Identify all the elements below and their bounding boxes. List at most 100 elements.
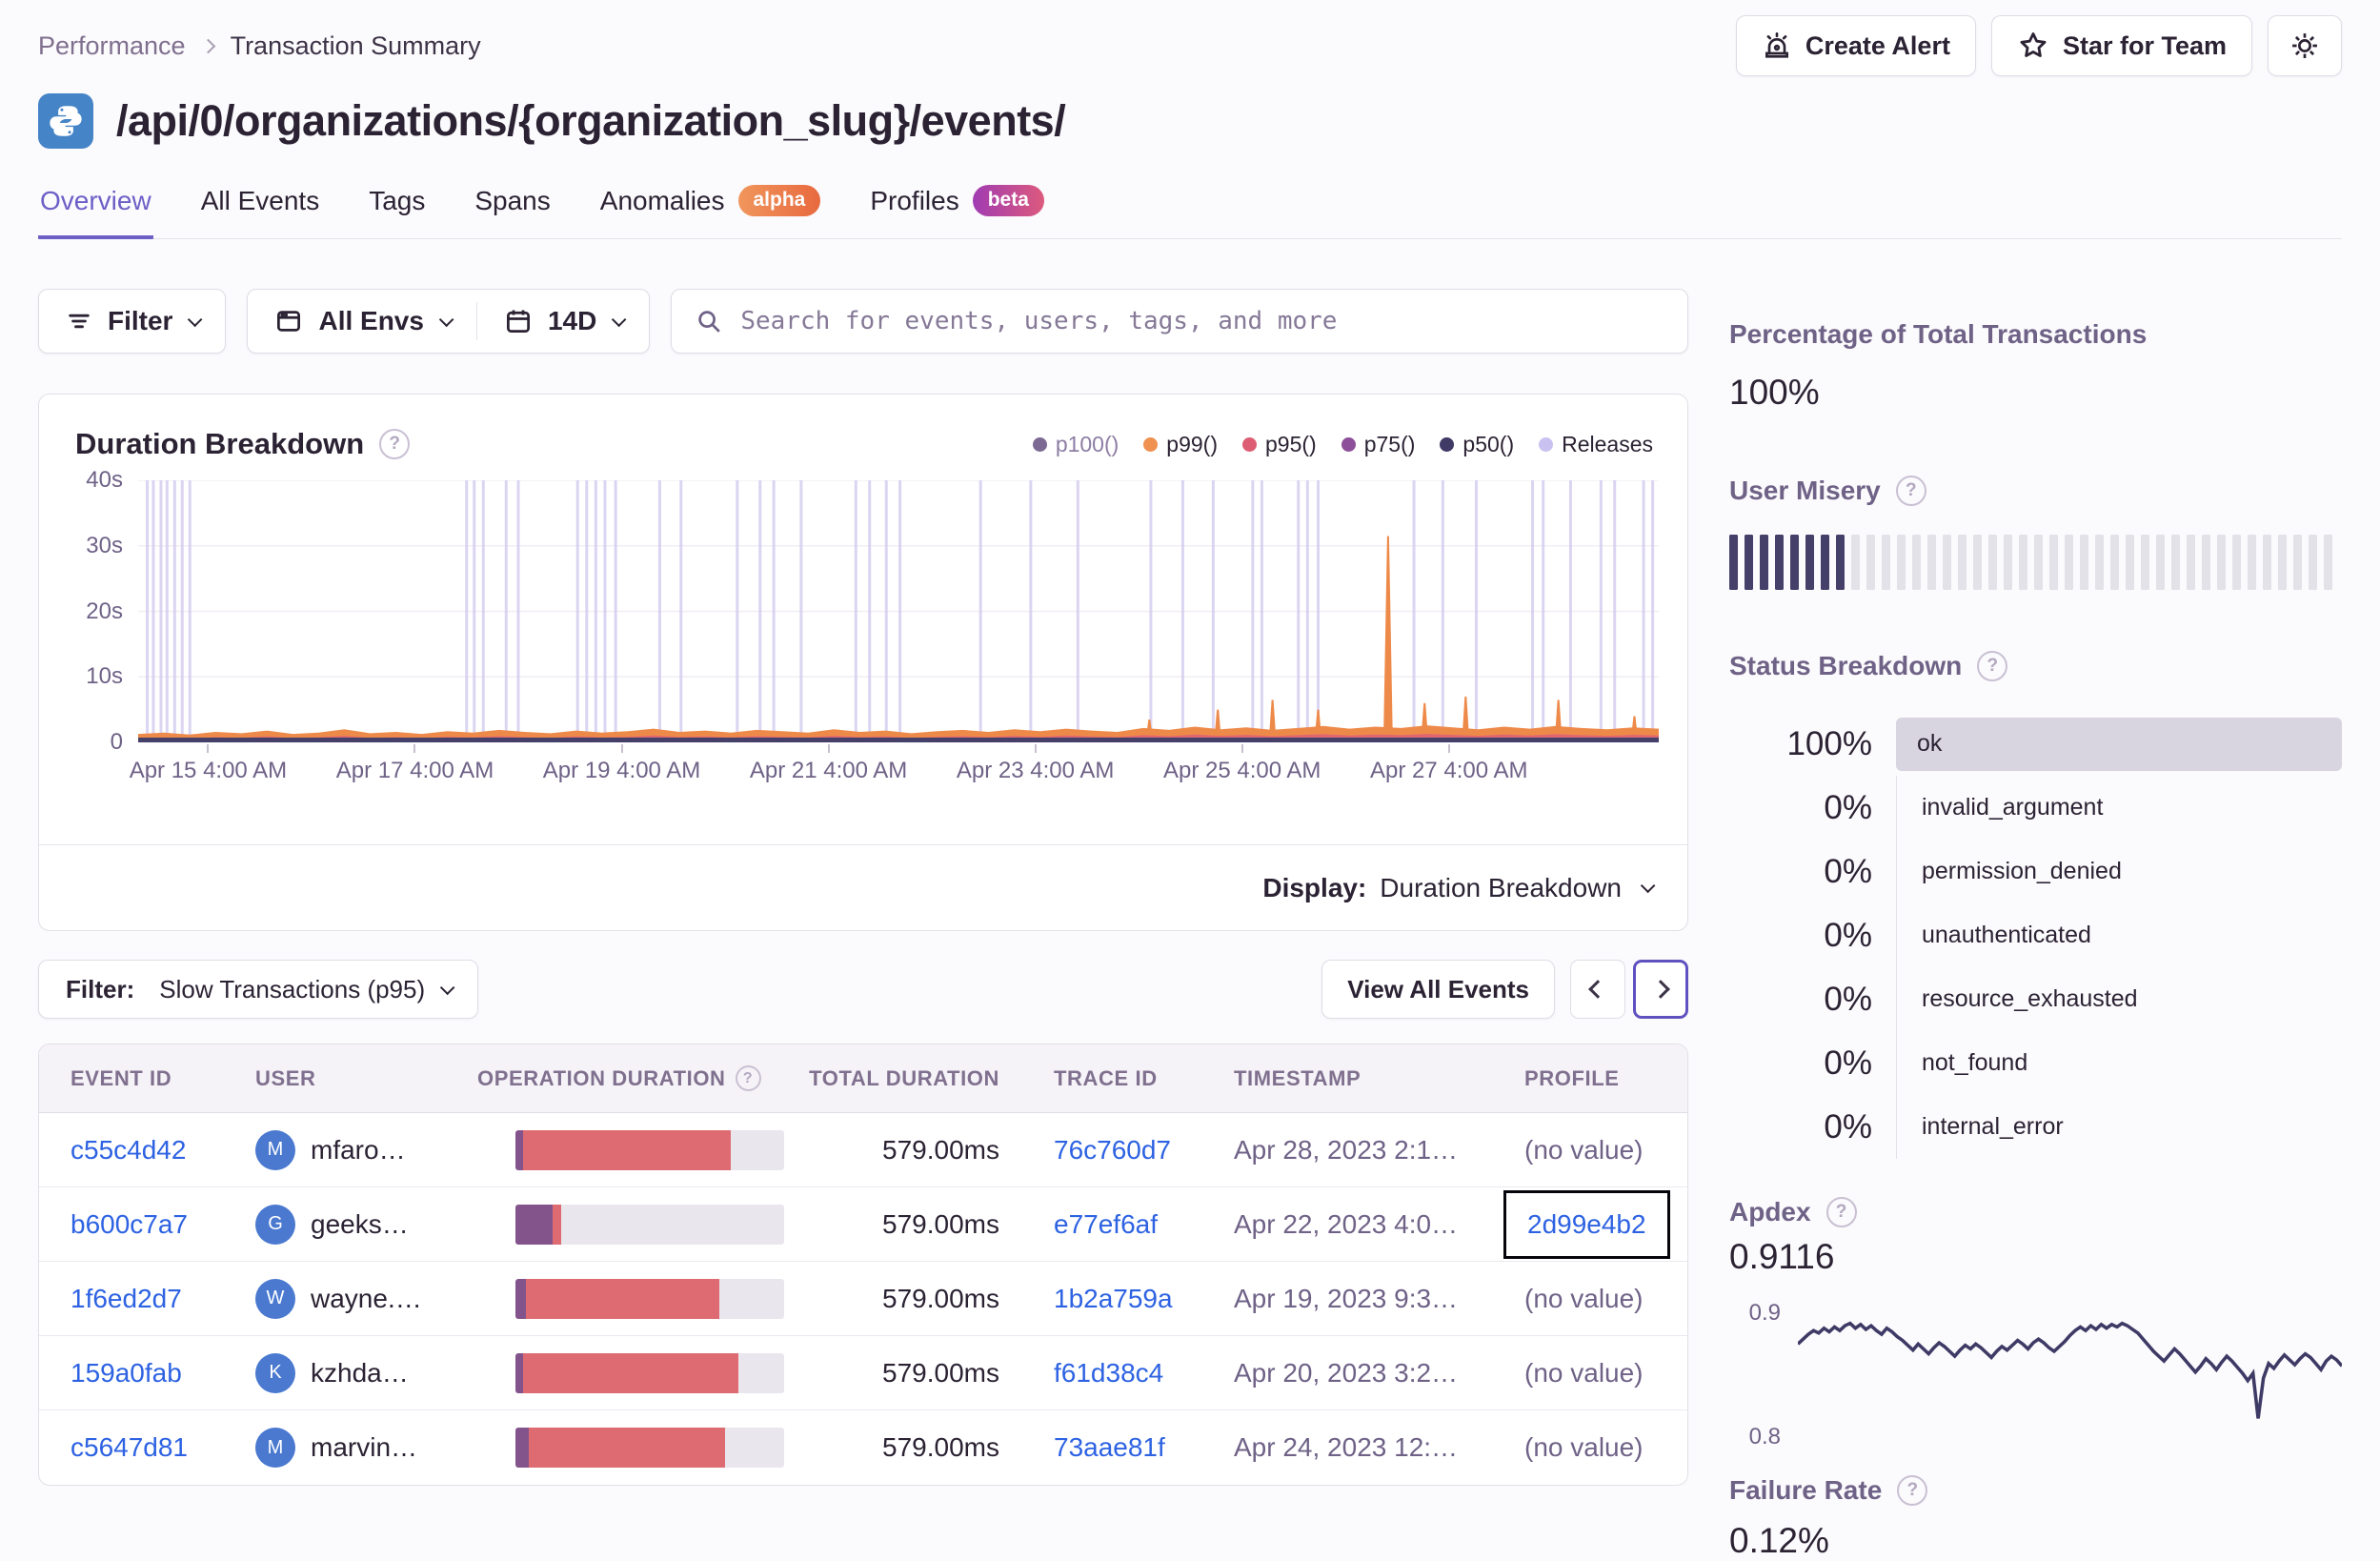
profile-cell: 2d99e4b2 [1503, 1189, 1687, 1259]
breadcrumb-performance[interactable]: Performance [38, 30, 186, 60]
status-row-not_found: 0% not_found [1729, 1031, 2342, 1095]
legend-item-Releases[interactable]: Releases [1539, 432, 1653, 457]
window-icon [277, 311, 301, 332]
help-icon[interactable]: ? [1825, 1197, 1857, 1227]
tab-anomalies[interactable]: Anomalies alpha [598, 179, 823, 239]
misery-bar [2049, 535, 2058, 590]
filter-button-label: Filter [108, 306, 173, 335]
chart-title: Duration Breakdown [75, 427, 365, 460]
legend-item-p75[interactable]: p75() [1341, 432, 1415, 457]
bar-segment-track [738, 1352, 784, 1393]
tab-all-events[interactable]: All Events [199, 179, 322, 239]
misery-bar [2187, 535, 2195, 590]
operation-duration-cell [477, 1352, 784, 1393]
tab-tags[interactable]: Tags [367, 179, 427, 239]
total-duration-cell: 579.00ms [768, 1284, 1054, 1314]
chart-legend: p100() p99() p95() p75() p50() Releases [1032, 432, 1653, 457]
trace-id-link[interactable]: 73aae81f [1054, 1432, 1165, 1462]
help-icon[interactable]: ? [735, 1065, 761, 1091]
misery-bar [2232, 535, 2241, 590]
misery-bar [2034, 535, 2043, 590]
misery-bar [1988, 535, 1997, 590]
trace-id-link[interactable]: e77ef6af [1054, 1208, 1158, 1239]
column-timestamp: TIMESTAMP [1234, 1065, 1361, 1090]
timestamp-value: Apr 24, 2023 12:… [1234, 1432, 1459, 1462]
chevron-down-icon [439, 980, 455, 995]
settings-button[interactable] [2268, 15, 2342, 76]
environment-dropdown[interactable]: All Envs [248, 290, 475, 353]
legend-label: p50() [1462, 431, 1515, 456]
event-id-cell: c55c4d42 [71, 1135, 255, 1166]
legend-item-p50[interactable]: p50() [1440, 432, 1514, 457]
trace-id-link[interactable]: 1b2a759a [1054, 1283, 1173, 1313]
view-all-events-button[interactable]: View All Events [1321, 960, 1555, 1019]
profile-no-value: (no value) [1524, 1357, 1644, 1388]
display-dropdown[interactable]: Display: Duration Breakdown [39, 844, 1687, 930]
operation-duration-bar [515, 1204, 784, 1245]
star-icon [2020, 32, 2047, 57]
status-bar: permission_denied [1896, 840, 2342, 903]
tab-overview[interactable]: Overview [38, 179, 153, 239]
event-id-link[interactable]: c5647d81 [71, 1432, 189, 1462]
misery-bar [1790, 535, 1799, 590]
event-id-link[interactable]: b600c7a7 [71, 1208, 189, 1239]
create-alert-button[interactable]: Create Alert [1735, 15, 1976, 76]
help-icon[interactable]: ? [1897, 1475, 1928, 1506]
profile-cell: (no value) [1524, 1358, 1687, 1389]
siren-icon [1765, 32, 1788, 58]
next-page-button[interactable] [1633, 960, 1688, 1019]
misery-bar [2293, 535, 2302, 590]
transactions-filter-dropdown[interactable]: Filter: Slow Transactions (p95) [38, 960, 479, 1019]
help-icon[interactable]: ? [1977, 651, 2008, 681]
tab-spans[interactable]: Spans [473, 179, 552, 239]
misery-bar [2080, 535, 2088, 590]
env-date-group: All Envs 14D [247, 289, 651, 354]
filter-dropdown[interactable]: Filter [38, 289, 227, 354]
legend-item-p95[interactable]: p95() [1242, 432, 1317, 457]
bar-segment-purple [515, 1278, 527, 1319]
chevron-right-icon [200, 38, 215, 53]
legend-dot [1143, 436, 1159, 452]
event-id-link[interactable]: 159a0fab [71, 1357, 182, 1388]
search-bar[interactable] [671, 289, 1688, 354]
star-for-team-button[interactable]: Star for Team [1990, 15, 2252, 76]
profile-link[interactable]: 2d99e4b2 [1527, 1208, 1646, 1239]
create-alert-label: Create Alert [1805, 30, 1950, 60]
profile-cell: (no value) [1524, 1284, 1687, 1314]
misery-bar [1927, 535, 1936, 590]
apdex-value: 0.9116 [1729, 1237, 1835, 1276]
user-misery-meter [1729, 535, 2342, 590]
event-id-link[interactable]: c55c4d42 [71, 1134, 187, 1165]
status-label: resource_exhausted [1922, 985, 2138, 1012]
event-id-link[interactable]: 1f6ed2d7 [71, 1283, 182, 1313]
legend-item-p100[interactable]: p100() [1032, 432, 1119, 457]
help-icon[interactable]: ? [379, 429, 411, 459]
help-icon[interactable]: ? [1895, 476, 1926, 506]
search-input[interactable] [740, 307, 1664, 335]
status-bar: internal_error [1896, 1095, 2342, 1159]
chevron-right-icon [1651, 980, 1670, 999]
avatar: M [255, 1428, 295, 1468]
legend-dot [1341, 436, 1356, 452]
trace-id-cell: 76c760d7 [1054, 1135, 1234, 1166]
tab-profiles[interactable]: Profiles beta [868, 179, 1046, 239]
previous-page-button[interactable] [1570, 960, 1625, 1019]
date-range-dropdown[interactable]: 14D [477, 290, 649, 353]
misery-bar [1851, 535, 1860, 590]
column-operation-duration: OPERATION DURATION ? [477, 1065, 768, 1091]
total-duration-value: 579.00ms [882, 1208, 999, 1239]
timestamp-value: Apr 22, 2023 4:0… [1234, 1208, 1459, 1239]
chevron-down-icon [612, 312, 627, 327]
failure-rate-section: Failure Rate ? 0.12% [1729, 1475, 2342, 1561]
legend-item-p99[interactable]: p99() [1143, 432, 1218, 457]
trace-id-link[interactable]: f61d38c4 [1054, 1357, 1164, 1388]
trace-id-link[interactable]: 76c760d7 [1054, 1134, 1172, 1165]
event-id-cell: 1f6ed2d7 [71, 1284, 255, 1314]
header-actions: Create Alert Star for Team [1735, 15, 2342, 76]
avatar: K [255, 1352, 295, 1393]
misery-bar [2217, 535, 2226, 590]
y-tick-label: 30s [86, 532, 123, 558]
legend-dot [1440, 436, 1455, 452]
status-row-permission_denied: 0% permission_denied [1729, 840, 2342, 903]
